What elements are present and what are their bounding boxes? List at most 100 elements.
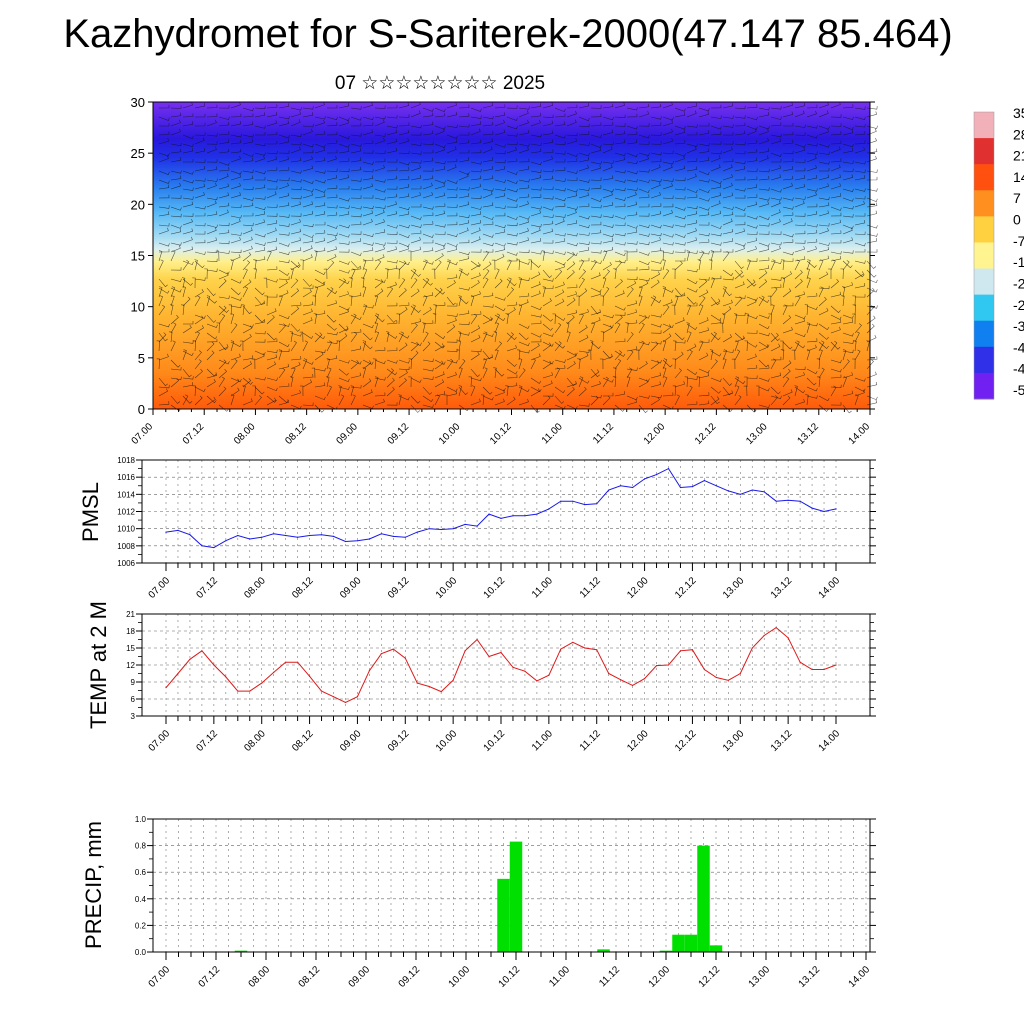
wind-barb — [638, 111, 649, 118]
wind-barb — [830, 230, 842, 235]
wind-barb — [710, 332, 721, 341]
wind-barb — [638, 377, 650, 382]
wind-barb — [182, 228, 193, 235]
wind-barb — [432, 313, 437, 325]
wind-barb — [434, 359, 446, 365]
wind-barb — [518, 193, 530, 199]
wind-barb — [602, 160, 614, 164]
pmsl-point — [727, 490, 729, 492]
wind-barb — [672, 268, 676, 280]
wind-barb — [686, 158, 698, 163]
wind-barb — [566, 209, 577, 217]
wind-barb — [290, 201, 301, 208]
wind-barb — [458, 113, 470, 118]
wind-barb — [386, 193, 398, 199]
precip-xtick-label: 12.12 — [697, 964, 723, 990]
wind-barb — [602, 164, 613, 172]
wind-barb — [830, 279, 839, 289]
wind-barb — [554, 218, 565, 226]
wind-barb — [590, 369, 600, 379]
colorbar-label: -4 — [1013, 361, 1024, 377]
wind-barb — [698, 130, 710, 136]
wind-barb — [170, 322, 177, 334]
pmsl-ytick-label: 1008 — [117, 542, 135, 551]
wind-barb — [506, 287, 514, 298]
heatmap-ytick-label: 30 — [131, 95, 145, 110]
wind-barb — [842, 237, 853, 244]
wind-barb — [362, 242, 374, 246]
temp-point — [273, 671, 275, 673]
wind-barb — [734, 213, 746, 217]
wind-barb — [158, 179, 170, 184]
wind-barb — [662, 164, 673, 172]
temp-point — [261, 682, 263, 684]
wind-barb — [542, 156, 553, 163]
wind-barb — [806, 238, 818, 244]
wind-barb — [770, 174, 781, 181]
wind-barb — [554, 322, 562, 334]
wind-barb — [350, 360, 359, 370]
wind-barb — [854, 169, 866, 173]
temp-point — [560, 648, 562, 650]
wind-barb — [169, 331, 173, 343]
wind-barb — [266, 191, 277, 199]
precip-bar — [597, 949, 610, 952]
wind-barb — [362, 323, 374, 329]
wind-barb — [350, 385, 355, 397]
wind-barb — [554, 214, 566, 218]
temp-point — [584, 647, 586, 649]
wind-barb — [758, 231, 770, 235]
pmsl-point — [476, 525, 478, 527]
wind-barb — [590, 272, 601, 280]
temp-point — [488, 655, 490, 658]
wind-barb — [818, 125, 830, 130]
wind-barb — [434, 203, 446, 208]
wind-barb — [326, 323, 337, 331]
wind-barb — [228, 304, 233, 316]
wind-barb — [194, 222, 206, 227]
wind-barb — [290, 107, 302, 111]
wind-barb — [542, 278, 554, 282]
wind-barb — [794, 124, 806, 128]
wind-barb — [458, 255, 470, 262]
wind-barb — [422, 259, 428, 271]
wind-barb — [662, 224, 674, 228]
wind-barb — [794, 269, 803, 280]
wind-barb — [422, 168, 434, 172]
wind-barb — [170, 376, 182, 381]
wind-barb — [170, 148, 182, 154]
wind-barb — [398, 102, 410, 109]
wind-barb — [578, 142, 590, 146]
wind-barb — [662, 359, 673, 368]
wind-barb — [230, 296, 242, 301]
wind-barb — [230, 170, 242, 175]
wind-barb — [770, 218, 781, 226]
wind-barb — [158, 223, 170, 227]
wind-barb — [758, 377, 770, 382]
wind-barb — [542, 359, 554, 365]
wind-barb — [182, 324, 192, 334]
wind-barb — [278, 115, 290, 120]
wind-barb — [566, 291, 577, 298]
wind-barb — [253, 259, 257, 271]
wind-barb — [866, 238, 878, 244]
wind-barb — [830, 251, 842, 255]
precip-bar — [709, 945, 723, 952]
wind-barb — [206, 113, 218, 118]
wind-barb — [794, 398, 805, 406]
wind-barb — [697, 259, 702, 271]
wind-barb — [170, 195, 182, 199]
wind-barb — [518, 299, 529, 307]
wind-barb — [710, 350, 722, 357]
wind-barb — [566, 192, 578, 199]
wind-barb — [326, 174, 338, 181]
wind-barb — [734, 385, 740, 397]
temp-point — [285, 661, 287, 663]
wind-barb — [446, 194, 458, 199]
wind-barb — [446, 313, 458, 317]
wind-barb — [158, 104, 170, 109]
wind-barb — [470, 262, 481, 271]
wind-barb — [566, 170, 578, 174]
wind-barb — [566, 360, 576, 370]
wind-barb — [842, 168, 854, 172]
